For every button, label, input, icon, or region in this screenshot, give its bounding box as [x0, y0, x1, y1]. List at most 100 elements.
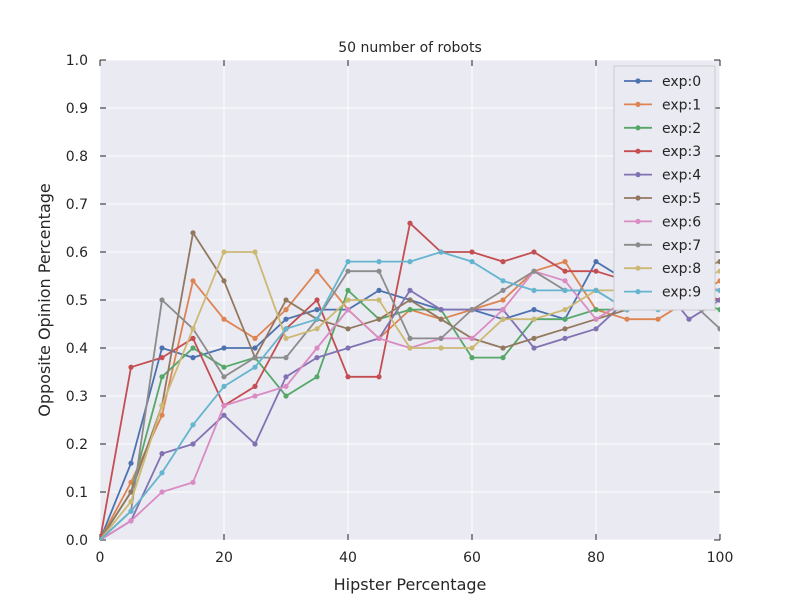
data-point-2-3	[190, 345, 196, 351]
data-point-3-7	[314, 297, 320, 303]
data-point-0-16	[593, 259, 599, 265]
data-point-3-12	[469, 249, 475, 255]
data-point-6-3	[190, 479, 196, 485]
data-point-0-14	[531, 307, 537, 313]
data-point-8-8	[345, 297, 351, 303]
data-point-2-2	[159, 374, 165, 380]
data-point-1-15	[562, 259, 568, 265]
data-point-5-10	[407, 297, 413, 303]
data-point-1-3	[190, 278, 196, 284]
data-point-9-13	[500, 278, 506, 284]
data-point-7-14	[531, 268, 537, 274]
data-point-3-16	[593, 268, 599, 274]
data-point-3-8	[345, 374, 351, 380]
data-point-9-3	[190, 422, 196, 428]
data-point-6-15	[562, 278, 568, 284]
data-point-6-16	[593, 316, 599, 322]
y-tick-label-10: 1.0	[66, 53, 88, 69]
data-point-9-7	[314, 316, 320, 322]
legend: exp:0 exp:1 exp:2 exp:3 exp:4 exp:5 exp:6 exp:7…	[613, 65, 716, 311]
y-tick-label-8: 0.8	[66, 149, 88, 165]
x-tick-label-5: 100	[707, 550, 734, 566]
data-point-6-9	[376, 335, 382, 341]
data-point-3-15	[562, 268, 568, 274]
legend-marker-1	[635, 101, 641, 107]
data-point-8-3	[190, 326, 196, 332]
legend-box	[613, 65, 716, 311]
data-point-1-7	[314, 268, 320, 274]
legend-marker-6	[635, 218, 641, 224]
data-point-6-12	[469, 335, 475, 341]
data-point-7-8	[345, 268, 351, 274]
data-point-8-12	[469, 345, 475, 351]
data-point-2-13	[500, 355, 506, 361]
data-point-2-6	[283, 393, 289, 399]
data-point-8-1	[128, 499, 134, 505]
legend-marker-9	[635, 289, 641, 295]
data-point-2-4	[221, 364, 227, 370]
x-tick-label-3: 60	[463, 550, 481, 566]
y-tick-label-0: 0.0	[66, 533, 88, 549]
data-point-4-19	[686, 316, 692, 322]
data-point-4-11	[438, 307, 444, 313]
data-point-3-2	[159, 355, 165, 361]
data-point-1-1	[128, 479, 134, 485]
legend-label-6: exp:6	[662, 214, 701, 230]
data-point-6-2	[159, 489, 165, 495]
data-point-4-20	[717, 297, 720, 303]
data-point-4-6	[283, 374, 289, 380]
data-point-2-12	[469, 355, 475, 361]
data-point-0-5	[252, 345, 258, 351]
data-point-9-6	[283, 326, 289, 332]
data-point-2-16	[593, 307, 599, 313]
data-point-9-16	[593, 287, 599, 293]
legend-marker-5	[635, 195, 641, 201]
data-point-2-7	[314, 374, 320, 380]
y-tick-label-9: 0.9	[66, 101, 88, 117]
data-point-5-11	[438, 316, 444, 322]
data-point-8-14	[531, 316, 537, 322]
chart-title: 50 number of robots	[338, 40, 482, 56]
data-point-9-9	[376, 259, 382, 265]
data-point-1-20	[717, 278, 720, 284]
data-point-2-8	[345, 287, 351, 293]
legend-label-0: exp:0	[662, 74, 701, 90]
data-point-7-6	[283, 355, 289, 361]
legend-marker-2	[635, 125, 641, 131]
data-point-9-11	[438, 249, 444, 255]
data-point-5-4	[221, 278, 227, 284]
data-point-8-6	[283, 335, 289, 341]
data-point-5-1	[128, 489, 134, 495]
data-point-3-14	[531, 249, 537, 255]
y-tick-label-6: 0.6	[66, 245, 88, 261]
data-point-2-20	[717, 307, 720, 313]
data-point-7-20	[717, 326, 720, 332]
y-tick-label-7: 0.7	[66, 197, 88, 213]
data-point-0-7	[314, 307, 320, 313]
legend-label-3: exp:3	[662, 144, 701, 160]
data-point-2-15	[562, 316, 568, 322]
data-point-1-5	[252, 335, 258, 341]
x-tick-label-2: 40	[339, 550, 357, 566]
y-tick-label-1: 0.1	[66, 485, 88, 501]
x-tick-label-0: 0	[96, 550, 105, 566]
data-point-7-10	[407, 335, 413, 341]
x-tick-label-1: 20	[215, 550, 233, 566]
data-point-7-2	[159, 297, 165, 303]
data-point-9-10	[407, 259, 413, 265]
data-point-7-13	[500, 287, 506, 293]
data-point-5-14	[531, 335, 537, 341]
data-point-9-4	[221, 383, 227, 389]
data-point-3-9	[376, 374, 382, 380]
data-point-8-9	[376, 297, 382, 303]
data-point-7-9	[376, 268, 382, 274]
data-point-9-8	[345, 259, 351, 265]
legend-label-9: exp:9	[662, 285, 701, 301]
legend-label-1: exp:1	[662, 97, 701, 113]
legend-marker-0	[635, 78, 641, 84]
legend-label-8: exp:8	[662, 261, 701, 277]
data-point-9-20	[717, 287, 720, 293]
data-point-9-12	[469, 259, 475, 265]
data-point-1-17	[624, 316, 630, 322]
